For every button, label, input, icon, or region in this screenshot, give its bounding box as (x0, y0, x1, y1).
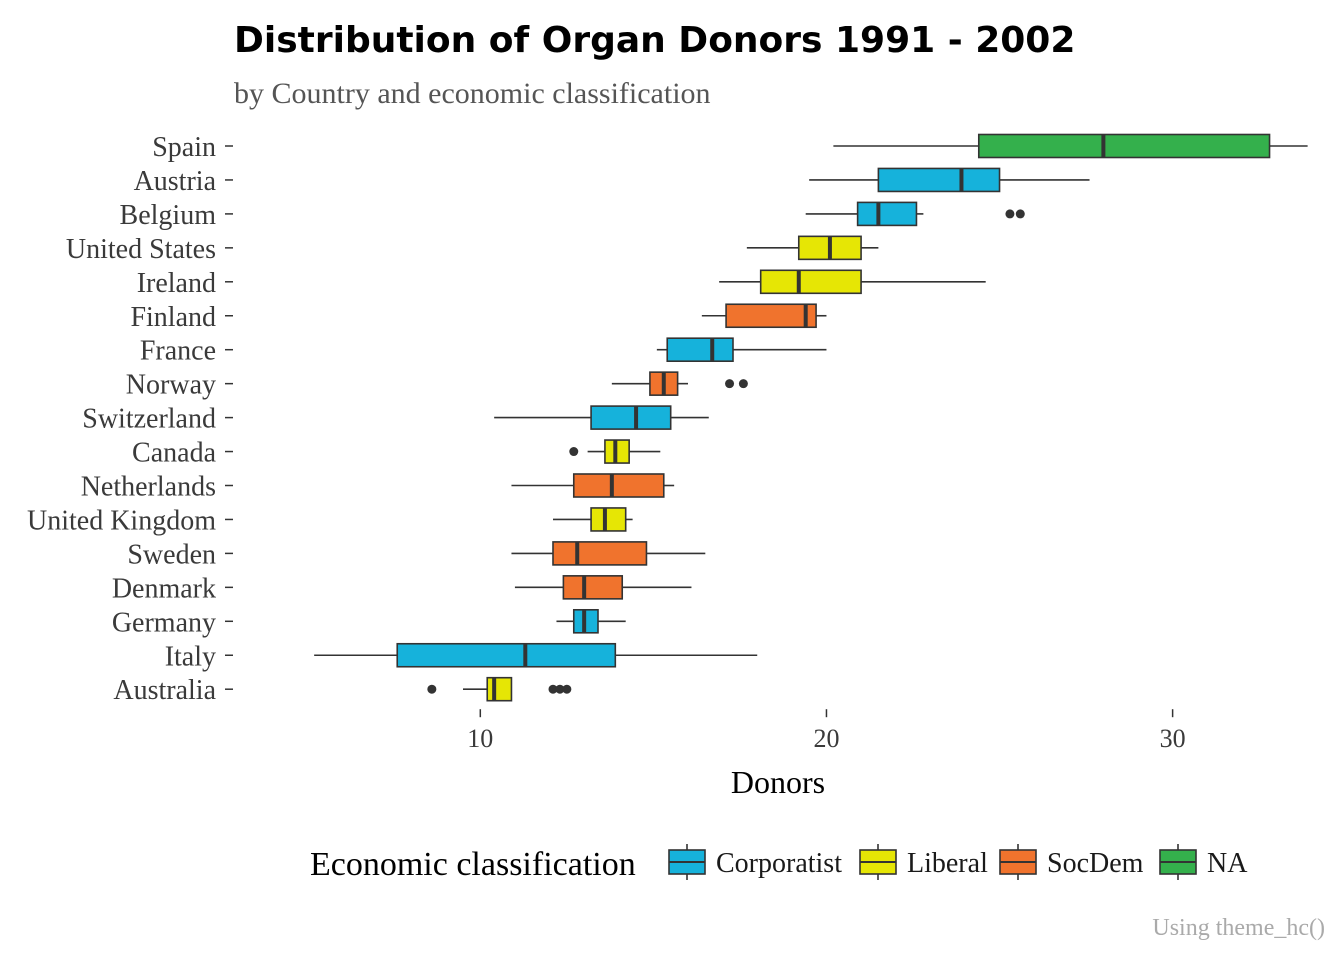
iqr-box (572, 473, 665, 498)
iqr-box (759, 269, 862, 295)
box-ireland (719, 269, 986, 295)
country-label: Germany (112, 607, 216, 638)
country-label: Ireland (137, 268, 216, 299)
box-belgium (805, 201, 1025, 227)
legend-item-corporatist: Corporatist (668, 844, 842, 880)
outlier-point (725, 379, 735, 389)
outlier-point (569, 447, 579, 457)
box-australia (427, 676, 572, 702)
legend-label: SocDem (1047, 848, 1144, 879)
outlier-point (738, 379, 748, 389)
country-label: Finland (130, 302, 216, 333)
outlier-point (548, 684, 558, 694)
box-italy (314, 642, 758, 668)
box-finland (701, 303, 827, 329)
y-axis-ticks (225, 145, 233, 690)
iqr-box (590, 507, 627, 532)
x-tick-label: 20 (813, 724, 839, 753)
box-plots (314, 133, 1308, 702)
iqr-box (396, 642, 617, 668)
box-united-kingdom (553, 507, 633, 532)
caption: Using theme_hc() (1152, 915, 1325, 941)
iqr-box (877, 167, 1001, 193)
box-spain (833, 133, 1308, 159)
chart-title: Distribution of Organ Donors 1991 - 2002 (234, 20, 1075, 61)
country-label: Netherlands (81, 472, 216, 503)
box-norway (611, 371, 748, 396)
box-austria (809, 167, 1090, 193)
outlier-point (1015, 209, 1025, 219)
box-france (656, 337, 827, 363)
iqr-box (725, 303, 817, 329)
country-label: United Kingdom (27, 505, 216, 536)
iqr-box (666, 337, 734, 363)
legend-label: Corporatist (716, 848, 842, 879)
legend-title: Economic classification (310, 846, 636, 883)
iqr-box (562, 575, 624, 600)
iqr-box (486, 676, 513, 702)
legend-item-na: NA (1159, 844, 1248, 880)
chart-subtitle: by Country and economic classification (234, 77, 711, 110)
x-axis: 10 20 30 (467, 709, 1186, 753)
box-canada (569, 439, 661, 464)
outlier-point (555, 684, 565, 694)
country-label: Austria (134, 166, 217, 197)
country-label: Spain (152, 132, 216, 163)
box-switzerland (494, 405, 709, 430)
box-sweden (511, 541, 706, 566)
x-tick-label: 30 (1160, 724, 1186, 753)
outlier-point (427, 684, 437, 694)
iqr-box (552, 541, 648, 566)
legend: Economic classification Corporatist Liber… (310, 844, 1248, 883)
outlier-point (562, 684, 572, 694)
country-label: France (140, 336, 216, 367)
country-label: Italy (165, 641, 216, 672)
iqr-box (590, 405, 672, 430)
country-label: Sweden (127, 539, 216, 570)
iqr-box (856, 201, 918, 227)
country-label: Australia (113, 675, 216, 706)
x-tick-label: 10 (467, 724, 493, 753)
legend-item-liberal: Liberal (859, 844, 988, 880)
box-denmark (514, 575, 692, 600)
country-label: Switzerland (82, 404, 216, 435)
country-label: Belgium (120, 200, 217, 231)
box-germany (556, 608, 626, 634)
x-axis-label: Donors (731, 764, 825, 800)
legend-item-socdem: SocDem (999, 844, 1144, 880)
country-label: Denmark (112, 573, 216, 604)
country-label: Canada (132, 438, 217, 469)
box-netherlands (511, 473, 675, 498)
outlier-point (1005, 209, 1015, 219)
legend-label: NA (1207, 848, 1248, 879)
box-united-states (746, 235, 879, 261)
country-label: United States (66, 234, 216, 265)
legend-label: Liberal (907, 848, 988, 879)
country-label: Norway (126, 370, 216, 401)
iqr-box (977, 133, 1271, 159)
